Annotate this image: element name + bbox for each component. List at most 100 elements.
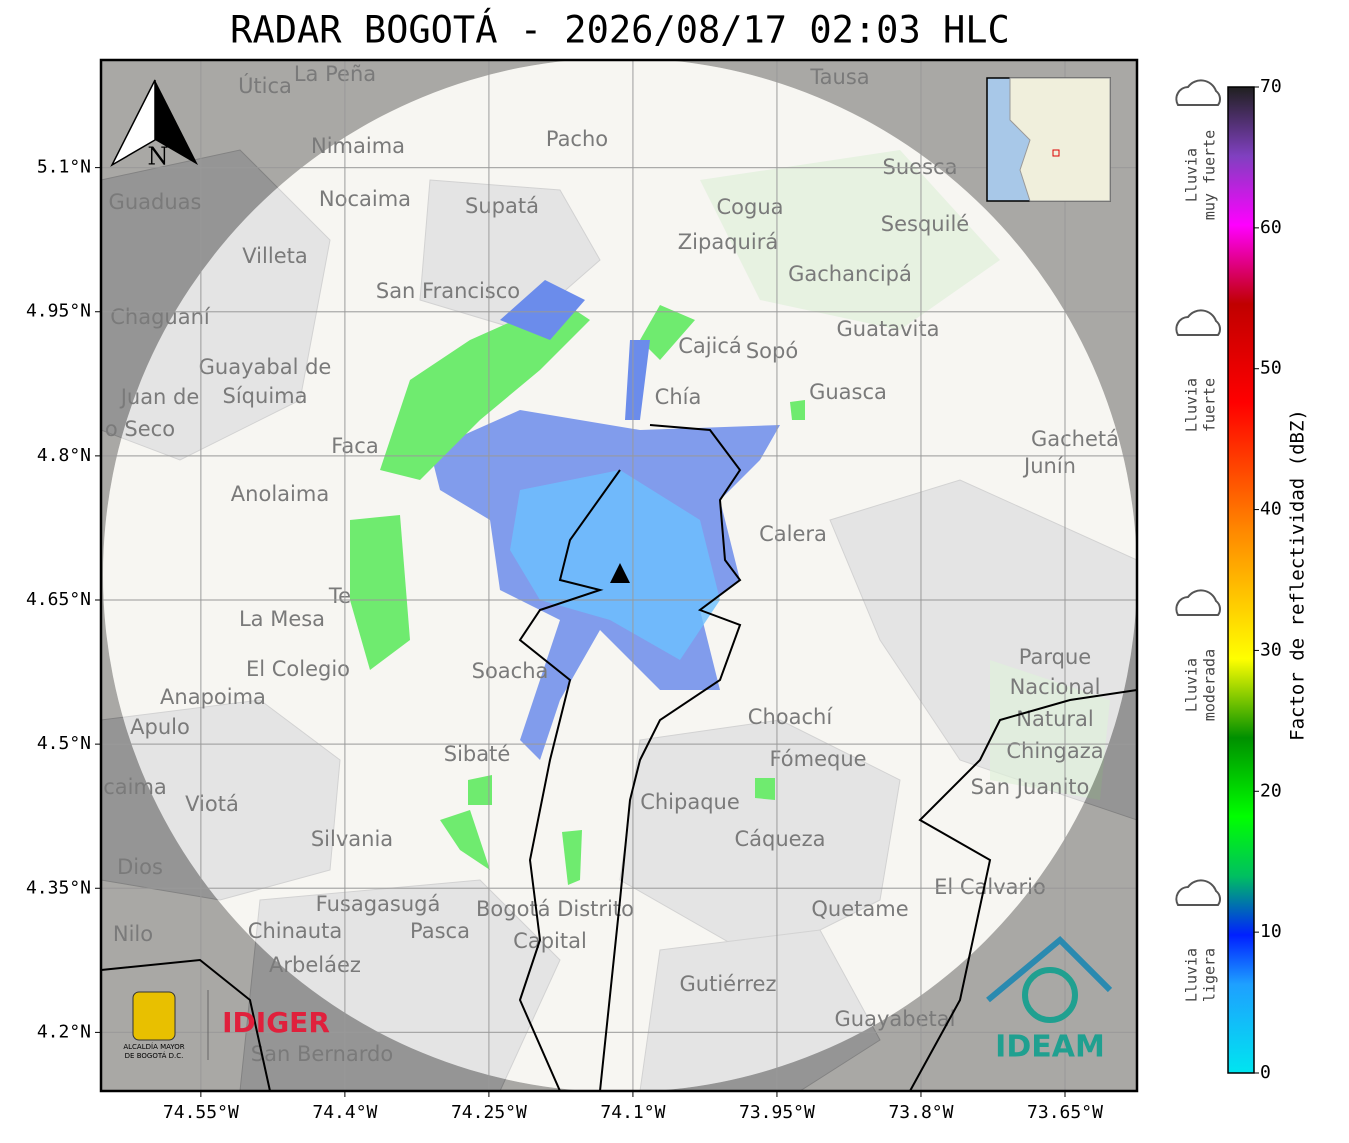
rain-label: moderada: [1201, 649, 1219, 721]
place-label: Faca: [331, 434, 378, 458]
place-label: El Calvario: [934, 875, 1046, 899]
place-label: El Colegio: [246, 657, 350, 681]
place-label: Dios: [117, 855, 163, 879]
rain-label: Lluvia: [1183, 378, 1201, 432]
colorbar-tick-label: 20: [1260, 780, 1282, 801]
place-label: San Juanito: [971, 775, 1090, 799]
y-tick-label: 5.1°N: [37, 157, 91, 178]
colorbar-label: Factor de reflectividad (dBZ): [1287, 409, 1309, 741]
place-label: Anolaima: [231, 482, 329, 506]
place-label: Zipaquirá: [678, 230, 778, 254]
place-label: San Francisco: [376, 279, 520, 303]
y-tick-label: 4.95°N: [26, 301, 91, 322]
place-label: Chía: [655, 385, 702, 409]
radar-echoes: [350, 280, 805, 885]
place-label: Chipaque: [640, 790, 740, 814]
place-label: caima: [103, 775, 167, 799]
place-label: Pacho: [546, 127, 608, 151]
colorbar: [1227, 86, 1255, 1074]
rain-label: muy fuerte: [1201, 130, 1219, 220]
place-label: Choachí: [748, 705, 834, 729]
rain-label: fuerte: [1201, 378, 1219, 432]
rain-label: Lluvia: [1183, 658, 1201, 712]
place-label: Cáqueza: [735, 827, 826, 851]
place-label: La Mesa: [239, 607, 325, 631]
north-arrow: N: [110, 79, 198, 171]
boundaries: [101, 424, 1137, 1091]
place-label: Suesca: [883, 155, 958, 179]
logo-alcaldia-line2: DE BOGOTÁ D.C.: [125, 1051, 184, 1060]
place-label: Guasca: [809, 380, 887, 404]
logo-idiger: IDIGER: [222, 1006, 330, 1039]
place-label: Cajicá: [678, 334, 742, 358]
place-label: Te: [328, 584, 351, 608]
x-tick-label: 74.1°W: [600, 1102, 665, 1123]
place-label: Síquima: [223, 384, 308, 408]
place-label: Juan de: [119, 385, 200, 409]
place-label: Guayabetal: [835, 1007, 956, 1031]
colorbar-tick-label: 0: [1260, 1062, 1271, 1083]
place-label: Guaduas: [109, 190, 202, 214]
x-tick-label: 73.95°W: [739, 1102, 815, 1123]
place-label: Nocaima: [319, 187, 411, 211]
colorbar-tick-label: 60: [1260, 217, 1282, 238]
logos: ALCALDÍA MAYOR DE BOGOTÁ D.C. IDIGER IDE…: [123, 935, 1113, 1065]
radar-site: [610, 563, 630, 583]
place-label: Soacha: [472, 659, 549, 683]
place-label: Gutiérrez: [680, 972, 777, 996]
rain-label: Lluvia: [1183, 948, 1201, 1002]
place-label: Útica: [238, 73, 292, 98]
place-label: La Peña: [294, 62, 376, 86]
grid: [101, 60, 1137, 1091]
rain-label: ligera: [1201, 948, 1219, 1002]
axes: 74.55°W 74.4°W 74.25°W 74.1°W 73.95°W 73.8°W 7…: [26, 157, 1103, 1123]
place-label: Sibaté: [444, 742, 511, 766]
place-label: Bogotá Distrito: [476, 897, 634, 921]
place-label: Cogua: [716, 195, 783, 219]
x-tick-label: 74.25°W: [451, 1102, 527, 1123]
y-tick-label: 4.5°N: [37, 733, 91, 754]
y-tick-label: 4.65°N: [26, 589, 91, 610]
place-label: San Bernardo: [251, 1042, 393, 1066]
x-tick-label: 74.4°W: [312, 1102, 377, 1123]
rain-label: Lluvia: [1183, 148, 1201, 202]
x-tick-label: 74.55°W: [163, 1102, 239, 1123]
place-label: Gachancipá: [788, 262, 912, 286]
place-label: Apulo: [130, 715, 190, 739]
colorbar-tick-label: 70: [1260, 76, 1282, 97]
inset-map: [986, 77, 1111, 202]
place-label: Fusagasugá: [316, 892, 441, 916]
y-tick-label: 4.2°N: [37, 1021, 91, 1042]
cloud-icon: [1175, 309, 1221, 336]
cloud-icon: [1175, 79, 1221, 106]
place-label: Nacional: [1010, 675, 1101, 699]
place-label: Sopó: [746, 339, 798, 363]
vegetation: [700, 150, 1110, 800]
place-label: Capital: [513, 929, 587, 953]
colorbar-tick-label: 30: [1260, 639, 1282, 660]
colorbar-tick-label: 10: [1260, 921, 1282, 942]
place-label: Anapoima: [160, 685, 266, 709]
place-label: Chinauta: [248, 919, 342, 943]
logo-ideam: IDEAM: [995, 1030, 1105, 1065]
place-label: Nimaima: [311, 134, 405, 158]
logo-alcaldia-line1: ALCALDÍA MAYOR: [123, 1042, 184, 1051]
place-label: Fómeque: [769, 747, 866, 771]
place-label: Chaguaní: [110, 305, 211, 329]
place-label: Guayabal de: [199, 355, 332, 379]
place-label: Chingaza: [1006, 739, 1103, 763]
colorbar-tick-label: 40: [1260, 499, 1282, 520]
place-label: Silvania: [311, 827, 393, 851]
colorbar-tick-label: 50: [1260, 358, 1282, 379]
terrain: [101, 149, 1137, 1091]
place-label: Pasca: [410, 919, 470, 943]
place-label: Natural: [1016, 707, 1093, 731]
y-tick-label: 4.8°N: [37, 445, 91, 466]
place-label: Viotá: [185, 792, 239, 816]
place-label: Junín: [1022, 454, 1076, 478]
